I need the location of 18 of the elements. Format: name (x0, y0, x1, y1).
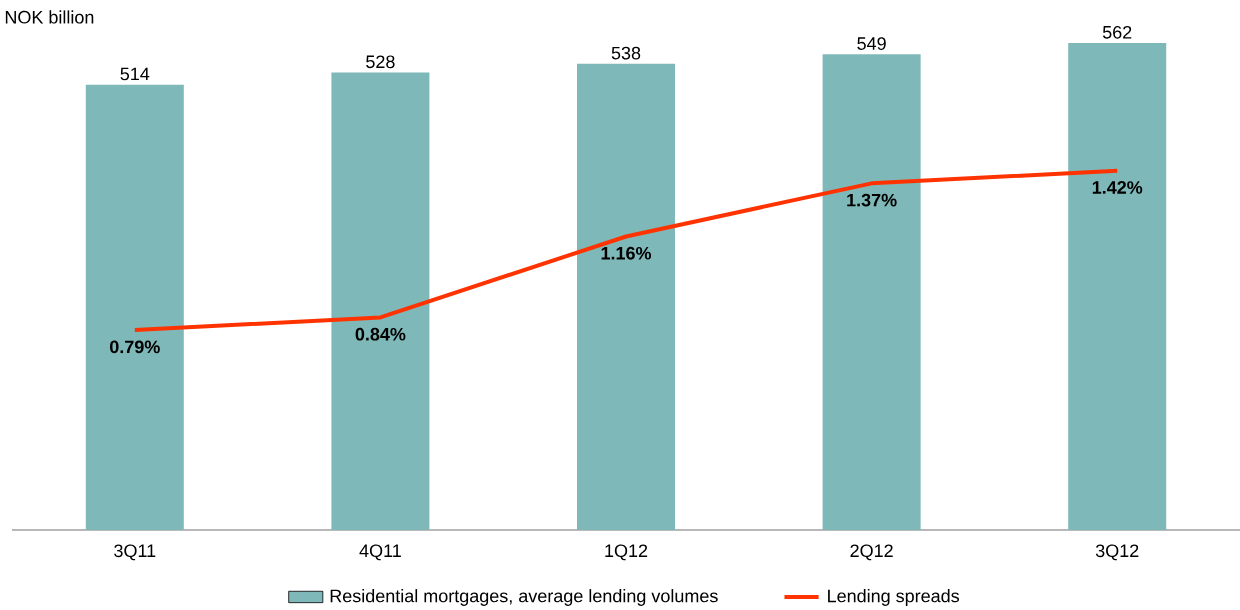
data-label: 538 (611, 46, 641, 60)
data-label: 1.42% (1092, 181, 1143, 194)
data-label: 562 (1102, 25, 1132, 39)
data-label: 1.37% (847, 193, 897, 207)
x-tick-label: 2Q12 (850, 544, 893, 561)
x-tick-label: 3Q12 (1095, 544, 1139, 561)
data-label: 0.79% (110, 340, 160, 354)
data-label: 528 (366, 55, 395, 69)
x-tick-label: 4Q11 (359, 544, 401, 561)
x-tick-label: 3Q11 (114, 544, 156, 561)
legend-label: Lending spreads (828, 589, 960, 606)
y-axis-title: NOK billion (5, 10, 94, 24)
data-label: 514 (120, 67, 150, 81)
data-label: 549 (857, 37, 886, 50)
data-label: 1.16% (601, 246, 652, 260)
legend-label: Residential mortgages, average lending volumes (330, 589, 718, 606)
x-tick-label: 1Q12 (605, 544, 648, 561)
data-label: 0.84% (355, 327, 406, 341)
